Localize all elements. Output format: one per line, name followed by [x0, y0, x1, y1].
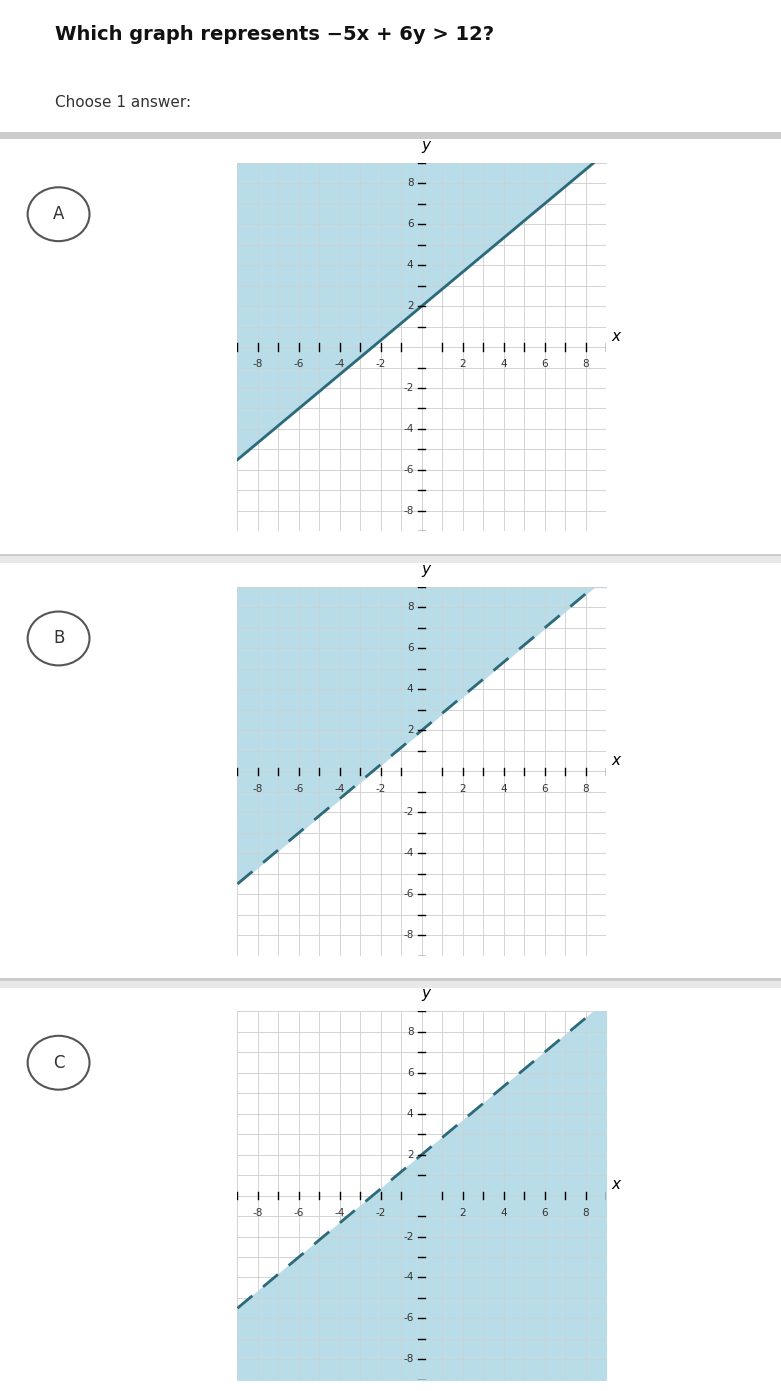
- Text: -6: -6: [294, 359, 304, 370]
- Text: x: x: [612, 330, 621, 344]
- Text: -8: -8: [403, 1355, 414, 1365]
- Text: y: y: [421, 562, 430, 577]
- Text: -6: -6: [403, 889, 414, 899]
- Text: 4: 4: [501, 359, 507, 370]
- Text: x: x: [612, 1178, 621, 1192]
- Text: B: B: [53, 630, 64, 647]
- Text: -2: -2: [376, 359, 386, 370]
- Text: y: y: [421, 986, 430, 1002]
- Text: 8: 8: [583, 783, 589, 794]
- Text: 2: 2: [407, 1149, 414, 1160]
- Text: 4: 4: [407, 684, 414, 694]
- Text: -4: -4: [403, 1273, 414, 1283]
- Text: 2: 2: [459, 1207, 466, 1219]
- Text: -2: -2: [403, 807, 414, 818]
- Text: -2: -2: [403, 383, 414, 394]
- Text: -8: -8: [253, 783, 263, 794]
- Text: -4: -4: [334, 1207, 345, 1219]
- Text: 4: 4: [501, 783, 507, 794]
- Text: -6: -6: [294, 783, 304, 794]
- Text: 8: 8: [583, 1207, 589, 1219]
- Text: 4: 4: [501, 1207, 507, 1219]
- Text: -6: -6: [403, 1313, 414, 1323]
- Text: -8: -8: [253, 359, 263, 370]
- Text: 4: 4: [407, 260, 414, 270]
- Text: A: A: [53, 206, 64, 223]
- Text: x: x: [612, 754, 621, 768]
- Text: -2: -2: [376, 783, 386, 794]
- Text: -8: -8: [403, 506, 414, 516]
- Text: 2: 2: [407, 300, 414, 312]
- Text: 8: 8: [407, 602, 414, 612]
- Text: 6: 6: [541, 783, 548, 794]
- Text: -2: -2: [403, 1231, 414, 1242]
- Text: 2: 2: [407, 725, 414, 736]
- Text: -6: -6: [403, 465, 414, 474]
- Text: C: C: [53, 1054, 64, 1071]
- Text: -2: -2: [376, 1207, 386, 1219]
- Text: 8: 8: [407, 178, 414, 188]
- Text: -4: -4: [334, 783, 345, 794]
- Text: 6: 6: [541, 1207, 548, 1219]
- Text: 6: 6: [407, 1068, 414, 1078]
- Text: 6: 6: [407, 220, 414, 230]
- Text: -8: -8: [403, 931, 414, 940]
- Text: 2: 2: [459, 783, 466, 794]
- Text: -6: -6: [294, 1207, 304, 1219]
- Text: 4: 4: [407, 1109, 414, 1118]
- Text: 6: 6: [541, 359, 548, 370]
- Text: -4: -4: [334, 359, 345, 370]
- Text: y: y: [421, 138, 430, 153]
- Text: 6: 6: [407, 644, 414, 654]
- Text: 8: 8: [407, 1027, 414, 1036]
- Text: 8: 8: [583, 359, 589, 370]
- Text: -8: -8: [253, 1207, 263, 1219]
- Text: -4: -4: [403, 424, 414, 434]
- Text: Which graph represents −5x + 6y > 12?: Which graph represents −5x + 6y > 12?: [55, 25, 494, 45]
- Text: -4: -4: [403, 849, 414, 858]
- Text: 2: 2: [459, 359, 466, 370]
- Text: Choose 1 answer:: Choose 1 answer:: [55, 96, 191, 110]
